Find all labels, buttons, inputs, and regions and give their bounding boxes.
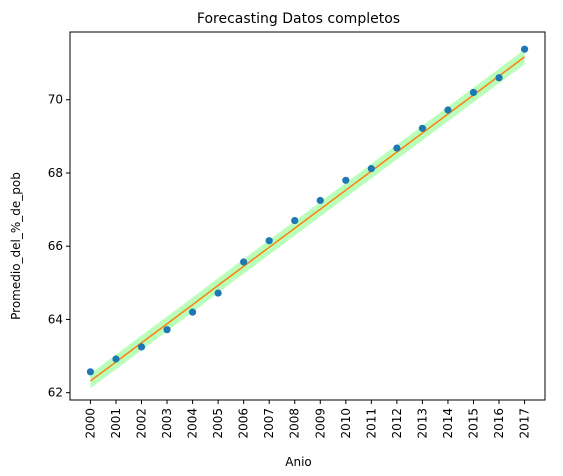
data-point — [342, 176, 350, 184]
x-tick-label: 2002 — [135, 408, 149, 439]
data-point — [495, 74, 503, 82]
data-point — [265, 237, 273, 245]
data-point — [240, 258, 248, 266]
y-tick-label: 70 — [48, 93, 63, 107]
data-point — [444, 106, 452, 114]
y-tick-label: 64 — [48, 312, 63, 326]
y-axis-label: Promedio_del_%_de_pob — [9, 172, 23, 320]
data-point — [163, 326, 171, 334]
x-tick-label: 2013 — [415, 408, 429, 439]
x-tick-label: 2015 — [466, 408, 480, 439]
x-tick-label: 2014 — [441, 408, 455, 439]
data-point — [188, 308, 197, 316]
x-tick-label: 2001 — [109, 408, 123, 439]
data-point — [393, 144, 401, 152]
x-tick-label: 2017 — [518, 408, 532, 439]
data-point — [520, 45, 529, 53]
x-tick-label: 2005 — [211, 408, 225, 439]
x-axis-label: Anio — [285, 455, 312, 469]
data-point — [137, 343, 146, 351]
y-tick-label: 62 — [48, 386, 63, 400]
x-tick-label: 2009 — [313, 408, 327, 439]
x-tick-label: 2003 — [160, 408, 174, 439]
plot-area — [86, 45, 529, 389]
data-point — [469, 88, 478, 97]
x-tick-label: 2010 — [339, 408, 353, 439]
x-tick-label: 2012 — [390, 408, 404, 439]
data-point — [86, 368, 95, 376]
fit-line — [89, 56, 526, 382]
y-tick-label: 68 — [48, 166, 63, 180]
y-axis: 62 64 66 68 70 — [48, 93, 70, 400]
data-point — [418, 124, 427, 132]
data-point — [316, 196, 324, 205]
chart-title: Forecasting Datos completos — [197, 11, 400, 27]
x-tick-label: 2004 — [186, 408, 200, 439]
x-tick-label: 2016 — [492, 408, 506, 439]
x-tick-label: 2011 — [364, 408, 378, 439]
y-tick-label: 66 — [48, 239, 63, 253]
x-tick-label: 2006 — [237, 408, 251, 439]
x-tick-label: 2000 — [83, 408, 97, 439]
data-point — [291, 216, 299, 225]
x-axis: 2000 2001 2002 2003 2004 2005 2006 2007 2008 2009… — [83, 400, 532, 439]
data-point — [112, 355, 120, 363]
x-tick-label: 2007 — [262, 408, 276, 439]
data-point — [367, 164, 375, 173]
x-tick-label: 2008 — [288, 408, 302, 439]
data-point — [214, 289, 222, 297]
plot-frame — [69, 31, 546, 401]
